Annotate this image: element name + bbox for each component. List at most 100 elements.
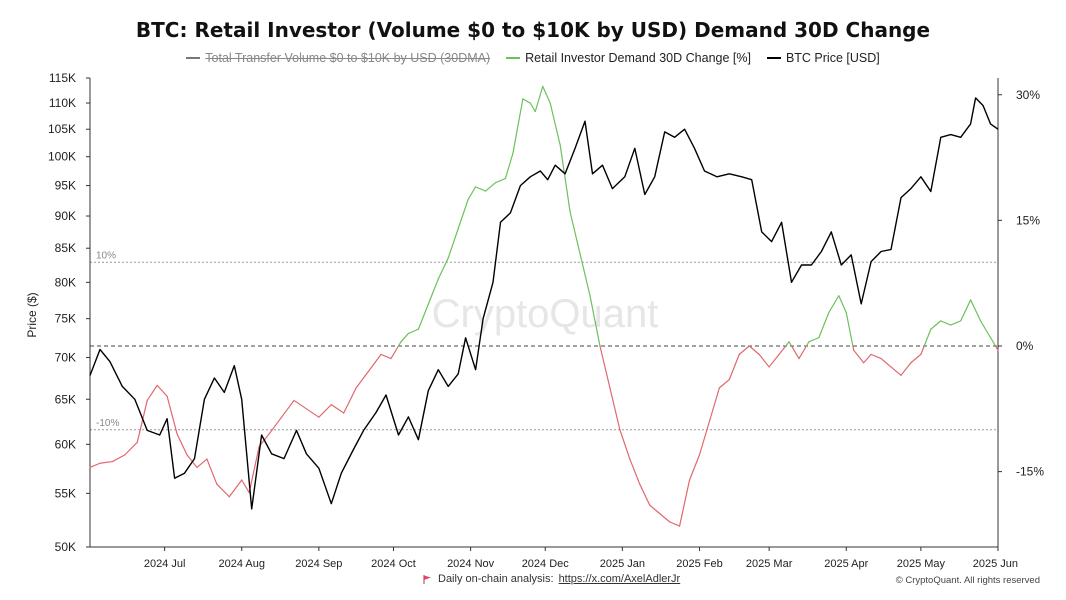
demand-segment	[397, 341, 402, 347]
demand-segment	[534, 85, 544, 113]
legend-label-retail-demand: Retail Investor Demand 30D Change [%]	[525, 51, 751, 65]
demand-segment	[318, 404, 332, 418]
demand-segment	[910, 353, 922, 364]
demand-segment	[649, 504, 661, 515]
demand-segment	[728, 353, 740, 381]
demand-segment	[368, 353, 382, 372]
demand-segment	[268, 416, 283, 435]
legend-swatch-retail-demand	[506, 57, 521, 59]
footer-analysis: Daily on-chain analysis: https://x.com/A…	[422, 573, 680, 585]
demand-segment	[619, 429, 631, 460]
demand-segment	[522, 98, 531, 104]
y-left-tick-label: 115K	[49, 71, 76, 85]
demand-segment	[698, 420, 711, 456]
demand-segment	[407, 328, 419, 335]
demand-segment	[818, 311, 830, 339]
x-tick-label: 2024 Sep	[295, 558, 342, 570]
demand-segment	[176, 433, 188, 456]
demand-segment	[852, 345, 855, 351]
y-left-tick-label: 80K	[55, 275, 76, 289]
demand-segment	[280, 399, 295, 418]
demand-segment	[447, 228, 459, 259]
demand-segment	[808, 337, 820, 343]
demand-segment	[629, 458, 641, 485]
x-tick-label: 2024 Jul	[144, 558, 186, 570]
footer-copyright: © CryptoQuant. All rights reserved	[895, 575, 1040, 586]
legend-label-total-volume: Total Transfer Volume $0 to $10K by USD …	[205, 51, 491, 65]
demand-segment	[838, 295, 847, 314]
demand-segment	[494, 177, 507, 184]
y-left-tick-label: 105K	[48, 122, 76, 136]
demand-segment	[542, 85, 551, 104]
footer-analysis-text: Daily on-chain analysis:	[438, 573, 554, 585]
demand-segment	[293, 399, 308, 410]
legend-item-total-volume[interactable]: Total Transfer Volume $0 to $10K by USD …	[186, 51, 490, 65]
y-left-tick-label: 65K	[55, 392, 76, 406]
demand-segment	[870, 353, 882, 360]
demand-segment	[216, 483, 230, 498]
y-left-tick-label: 70K	[55, 351, 76, 365]
demand-segment	[970, 299, 982, 322]
legend-item-btc-price[interactable]: BTC Price [USD]	[766, 51, 880, 65]
demand-segment	[529, 102, 536, 113]
chart-legend: Total Transfer Volume $0 to $10K by USD …	[0, 51, 1066, 65]
watermark: CryptoQuant	[432, 292, 659, 336]
demand-segment	[427, 278, 439, 305]
demand-segment	[609, 387, 621, 431]
legend-item-retail-demand[interactable]: Retail Investor Demand 30D Change [%]	[506, 51, 751, 65]
footer-analysis-link[interactable]: https://x.com/AxelAdlerJr	[558, 573, 681, 585]
demand-segment	[798, 345, 808, 360]
demand-segment	[708, 387, 720, 422]
axes: 50K 55K 60K 65K 70K 75K 80K 85K 90K 95K 100K 105K 11…	[48, 71, 1044, 570]
demand-segment	[457, 198, 469, 230]
demand-segment	[228, 479, 243, 498]
demand-segment	[688, 454, 701, 481]
demand-segment	[994, 345, 999, 351]
demand-segment	[890, 366, 902, 376]
demand-segment	[569, 211, 581, 255]
demand-segment	[930, 320, 942, 330]
demand-segment	[788, 341, 793, 347]
y-left-tick-label: 110K	[49, 96, 76, 110]
x-tick-label: 2024 Dec	[522, 558, 570, 570]
demand-segment	[248, 445, 260, 494]
demand-segment	[467, 186, 477, 201]
y-right-tick-label: 30%	[1016, 88, 1040, 102]
demand-segment	[785, 341, 790, 347]
x-tick-label: 2025 Jan	[600, 558, 645, 570]
x-tick-label: 2025 May	[897, 558, 946, 570]
demand-segment	[845, 311, 854, 347]
legend-swatch-total-volume	[186, 57, 201, 59]
reference-lines: 10% -10%	[90, 250, 998, 431]
demand-segment	[330, 404, 345, 414]
demand-segment	[380, 353, 392, 360]
y-right-tick-label: -15%	[1016, 465, 1044, 479]
demand-segment	[940, 320, 952, 326]
demand-segment	[484, 182, 497, 192]
demand-segment	[206, 458, 218, 485]
demand-segment	[241, 479, 250, 494]
series-lines	[89, 85, 999, 527]
y-left-tick-label: 95K	[55, 179, 76, 193]
demand-segment	[305, 408, 320, 418]
demand-segment	[579, 253, 591, 297]
demand-segment	[111, 454, 126, 463]
legend-label-btc-price: BTC Price [USD]	[785, 51, 880, 65]
demand-segment	[355, 370, 370, 389]
demand-segment	[89, 462, 101, 469]
demand-segment	[989, 337, 997, 347]
demand-segment	[960, 299, 972, 322]
demand-segment	[738, 345, 750, 355]
demand-segment	[390, 345, 400, 360]
demand-segment	[124, 441, 138, 456]
y-right-tick-label: 15%	[1016, 213, 1040, 227]
demand-segment	[343, 387, 357, 414]
y-left-tick-label: 90K	[55, 209, 76, 223]
x-tick-label: 2025 Feb	[676, 558, 722, 570]
demand-segment	[828, 295, 840, 314]
demand-segment	[196, 458, 208, 469]
x-tick-label: 2025 Mar	[746, 558, 793, 570]
series-retail-demand	[89, 85, 999, 527]
legend-swatch-btc-price	[766, 57, 781, 59]
